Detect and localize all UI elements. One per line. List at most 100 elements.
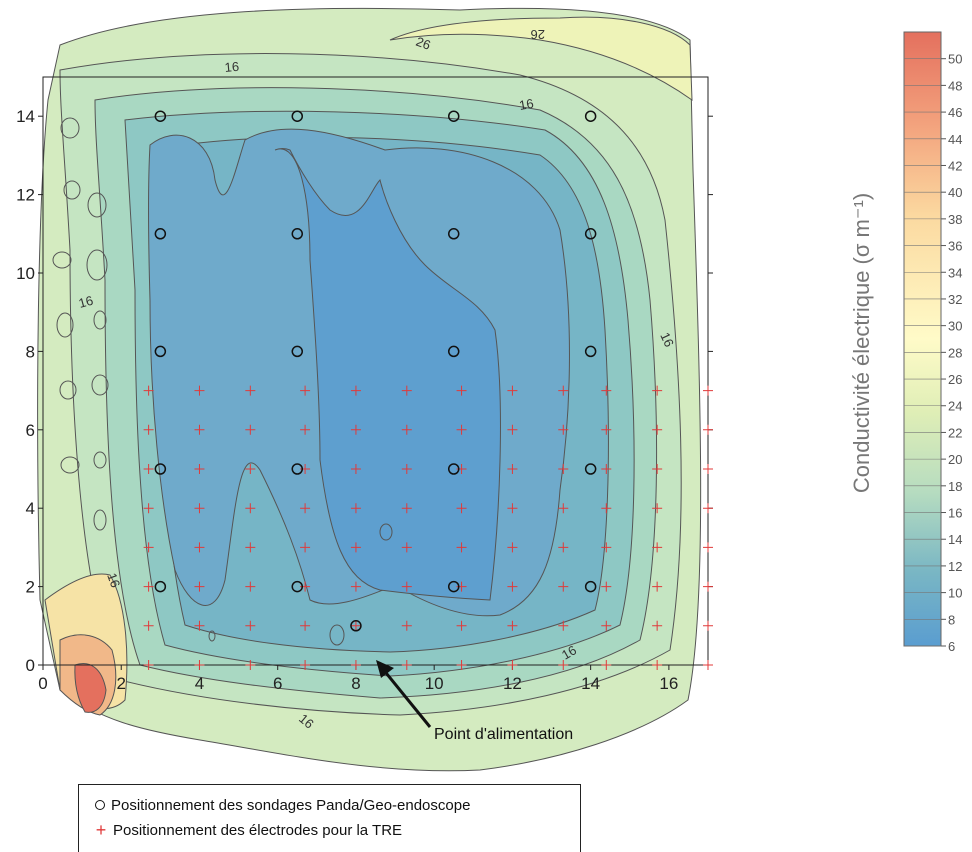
electrode-marker (601, 385, 612, 396)
electrode-marker (300, 503, 311, 514)
sondage-marker (447, 580, 460, 593)
electrode-marker (507, 503, 518, 514)
electrode-marker (194, 581, 205, 592)
x-tick-label: 12 (503, 674, 522, 693)
legend: Positionnement des sondages Panda/Geo-en… (78, 784, 581, 852)
x-axis: 0 2 4 6 8 10 12 14 16 (38, 665, 678, 693)
sondage-marker (291, 110, 304, 122)
electrode-marker (350, 542, 361, 553)
contour-field (37, 7, 702, 772)
electrode-marker (143, 660, 154, 670)
contour-label: 16 (77, 293, 95, 311)
colorbar-label: Conductivité électrique (σ m⁻¹) (849, 193, 874, 493)
sondage-marker (584, 463, 597, 475)
electrode-marker (245, 424, 256, 435)
sondage-marker (154, 345, 167, 358)
electrode-marker (300, 385, 311, 396)
colorbar-tick-label: 34 (948, 265, 962, 280)
electrode-marker (703, 660, 713, 670)
x-tick-label: 8 (351, 674, 360, 693)
electrode-marker (507, 385, 518, 396)
electrode-marker (245, 385, 256, 396)
colorbar-tick-label: 28 (948, 345, 962, 360)
colorbar-tick-label: 32 (948, 292, 962, 307)
colorbar-tick-label: 22 (948, 425, 962, 440)
electrode-marker (401, 542, 412, 553)
electrode-marker (401, 464, 412, 474)
x-tick-label: 14 (581, 674, 600, 693)
legend-item-electrodes: + Positionnement des électrodes pour la … (95, 819, 402, 841)
colorbar-tick-label: 46 (948, 105, 962, 120)
electrode-marker (507, 620, 518, 631)
electrode-marker (194, 660, 205, 670)
sondage-marker (291, 463, 304, 475)
colorbar-ticks: 6 8 10 12 14 16 18 20 22 24 26 28 30 32 34 36 38 40 42 44 46… (904, 52, 962, 654)
electrode-marker (350, 660, 361, 670)
electrode-marker (703, 503, 713, 514)
electrode-marker (245, 464, 256, 474)
electrode-marker (456, 424, 467, 435)
electrode-marker (401, 424, 412, 435)
colorbar-tick-label: 50 (948, 52, 962, 67)
sondage-marker (447, 463, 460, 475)
contour-label: 16 (559, 642, 579, 662)
electrode-marker (601, 581, 612, 592)
contour-label: 16 (224, 59, 240, 75)
colorbar-ramp (903, 31, 942, 647)
electrode-marker (245, 581, 256, 592)
colorbar-tick-label: 14 (948, 532, 962, 547)
electrode-marker (558, 385, 569, 396)
electrode-marker (507, 464, 518, 474)
electrode-marker (350, 424, 361, 435)
electrode-marker (143, 620, 154, 631)
sondage-marker (154, 110, 167, 122)
contour-label: 16 (518, 96, 535, 113)
electrode-marker (558, 542, 569, 553)
colorbar: 6 8 10 12 14 16 18 20 22 24 26 28 30 32 34 36 38 40 42 44 46… (849, 31, 962, 654)
sondage-marker (584, 110, 597, 122)
electrode-marker (558, 424, 569, 435)
electrode-marker (143, 503, 154, 514)
x-tick-label: 10 (425, 674, 444, 693)
legend-label: Positionnement des électrodes pour la TR… (113, 821, 403, 839)
electrode-marker (143, 385, 154, 396)
sondage-marker (291, 228, 304, 240)
contour-label: 26 (531, 27, 545, 42)
electrode-marker (703, 464, 713, 474)
electrode-marker (558, 581, 569, 592)
y-tick-label: 14 (16, 107, 35, 126)
colorbar-tick-label: 38 (948, 212, 962, 227)
colorbar-tick-label: 8 (948, 612, 955, 627)
electrode-marker (401, 660, 412, 670)
electrode-marker (194, 385, 205, 396)
colorbar-tick-label: 20 (948, 452, 962, 467)
electrode-marker (300, 620, 311, 631)
colorbar-tick-label: 6 (948, 639, 955, 654)
colorbar-tick-label: 18 (948, 479, 962, 494)
electrode-marker (507, 542, 518, 553)
colorbar-tick-label: 12 (948, 559, 962, 574)
electrode-marker (194, 464, 205, 474)
y-tick-label: 8 (26, 342, 35, 361)
electrode-marker (652, 385, 663, 396)
electrode-marker (703, 542, 713, 553)
electrode-marker (401, 620, 412, 631)
electrode-marker (703, 424, 713, 435)
electrode-marker (507, 660, 518, 670)
y-axis: 0 2 4 6 8 10 12 14 (16, 107, 43, 675)
electrode-marker (601, 464, 612, 474)
x-tick-label: 16 (659, 674, 678, 693)
electrode-marker (558, 620, 569, 631)
electrode-marker (194, 542, 205, 553)
electrode-marker (456, 385, 467, 396)
electrode-marker (652, 424, 663, 435)
electrode-marker (456, 660, 467, 670)
electrode-marker (194, 424, 205, 435)
colorbar-tick-label: 26 (948, 372, 962, 387)
sondage-marker (154, 463, 167, 475)
legend-label: Positionnement des sondages Panda/Geo-en… (111, 796, 471, 814)
contour-label: 16 (104, 571, 123, 590)
colorbar-tick-label: 16 (948, 506, 962, 521)
sondage-marker (447, 110, 460, 122)
